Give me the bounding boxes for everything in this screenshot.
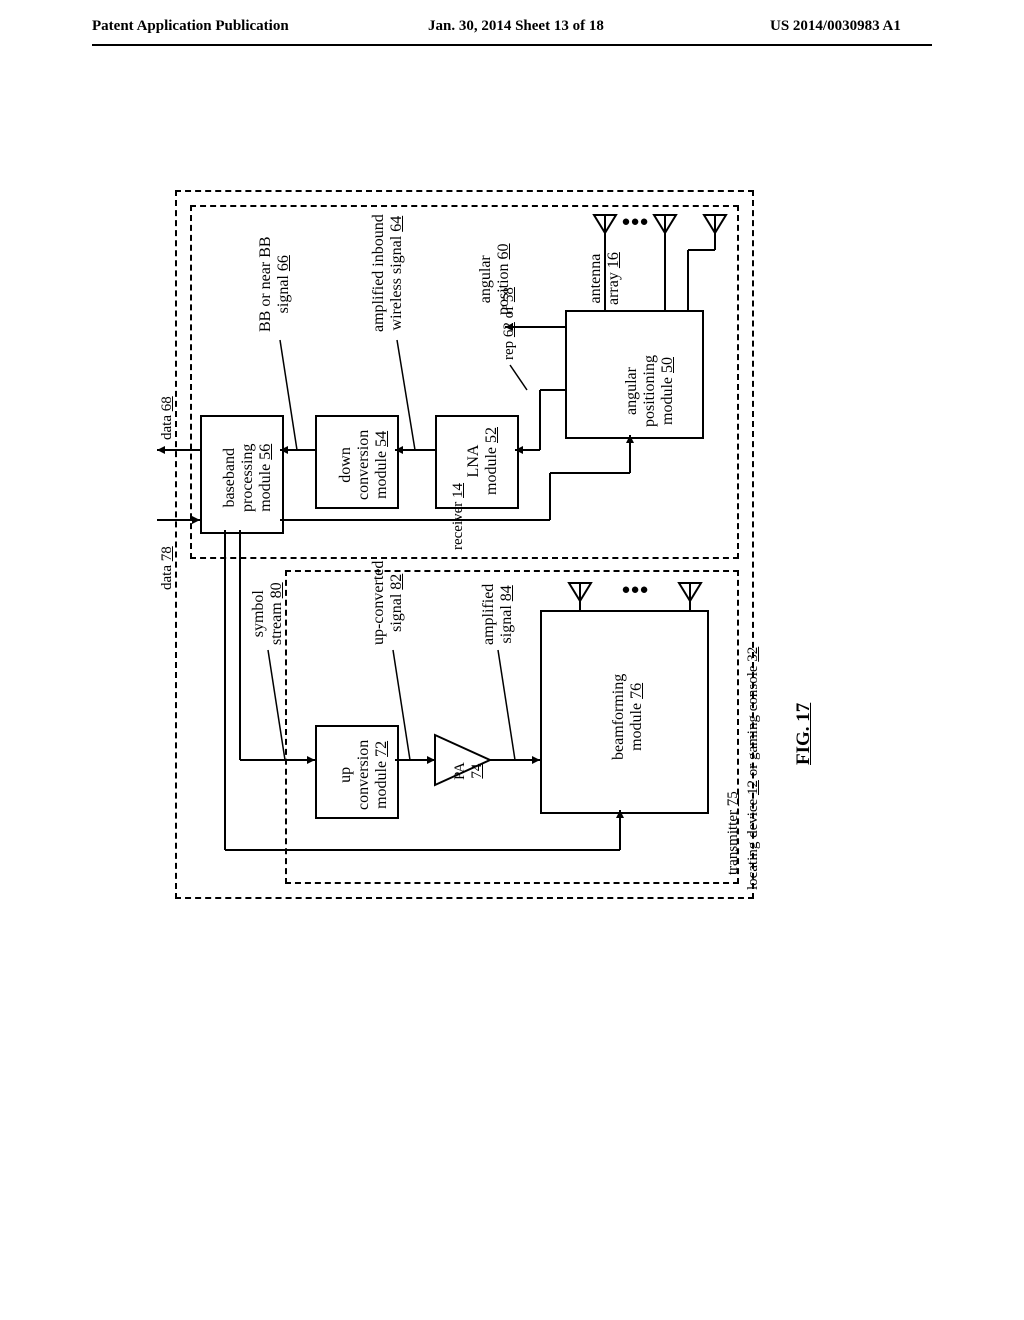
lna-module-label: LNA module 52: [465, 427, 501, 495]
down-conv-module-label: down conversion module 54: [337, 430, 391, 500]
up-conv-module-label: up conversion module 72: [337, 740, 391, 810]
receiver-label: receiver 14: [450, 483, 467, 550]
svg-text:●●●: ●●●: [621, 213, 648, 230]
antenna-array-label: antenna array 16: [587, 252, 623, 305]
header-center: Jan. 30, 2014 Sheet 13 of 18: [428, 18, 604, 35]
outer-label: locating device 12 or gaming console 32: [745, 647, 762, 890]
wiring-svg: ●●●: [145, 190, 795, 950]
figure-area: ●●●: [145, 190, 755, 920]
header-right: US 2014/0030983 A1: [770, 18, 901, 35]
transmitter-label: transmitter 75: [725, 791, 742, 875]
beamforming-module-label: beamforming module 76: [610, 674, 646, 760]
bb-signal-label: BB or near BB signal 66: [257, 236, 293, 332]
amplified-signal-label: amplified signal 84: [480, 584, 516, 645]
pa-label: PA74: [452, 762, 486, 780]
rep-label: rep 62 of 58: [501, 287, 518, 360]
header-rule: [92, 44, 932, 46]
upconv-signal-label: up-converted signal 82: [370, 561, 406, 645]
svg-text:●●●: ●●●: [621, 581, 648, 598]
amplified-inbound-label: amplified inbound wireless signal 64: [370, 214, 406, 332]
page: Patent Application Publication Jan. 30, …: [0, 0, 1024, 1320]
data-in-label: data 78: [159, 546, 176, 590]
baseband-module-label: baseband processing module 56: [221, 444, 275, 512]
angular-positioning-module-label: angular positioning module 50: [623, 355, 677, 427]
symbol-stream-label: symbol stream 80: [250, 582, 286, 645]
data-out-label: data 68: [159, 396, 176, 440]
figure-caption: FIG. 17: [793, 703, 815, 765]
header-left: Patent Application Publication: [92, 18, 289, 35]
